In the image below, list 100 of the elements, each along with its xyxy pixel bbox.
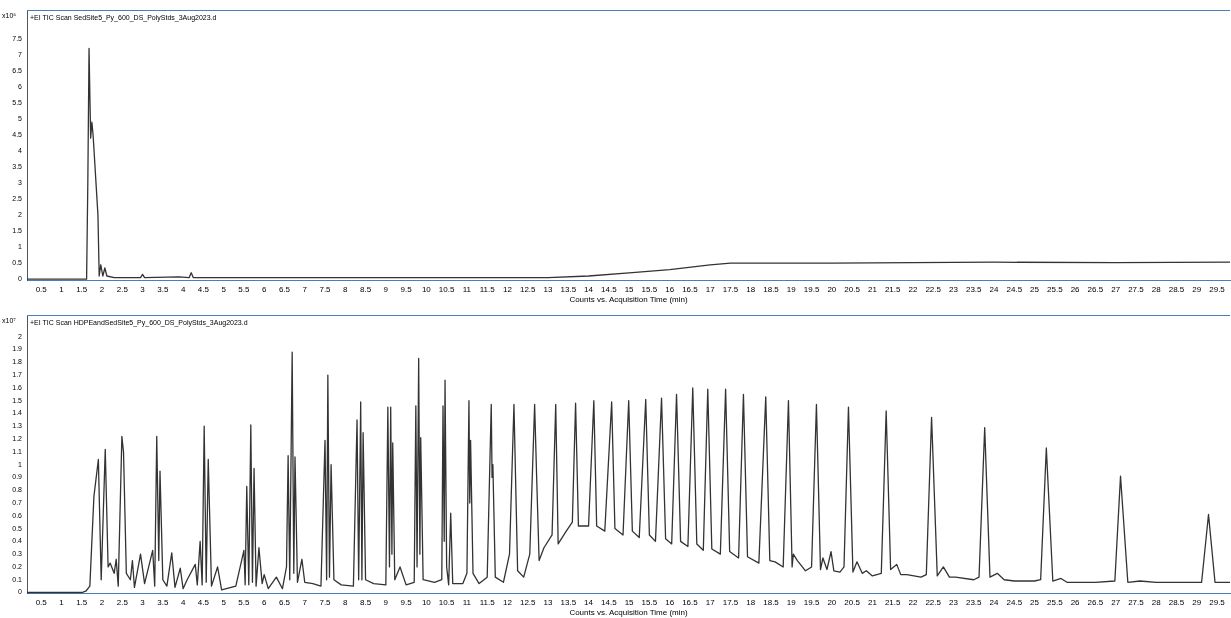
x-tick-label: 13 [543, 597, 554, 607]
x-tick-label: 8.5 [360, 284, 372, 294]
x-tick-label: 3 [140, 284, 146, 294]
x-tick-label: 14 [584, 597, 594, 607]
x-tick-label: 22.5 [925, 284, 942, 294]
x-tick-label: 19.5 [803, 597, 820, 607]
x-tick-label: 1 [59, 597, 65, 607]
x-tick-label: 15.5 [641, 284, 658, 294]
x-tick-label: 17 [705, 284, 716, 294]
x-tick-label: 3.5 [157, 284, 169, 294]
x-tick-label: 8 [343, 597, 349, 607]
x-tick-label: 18 [746, 597, 756, 607]
x-tick-label: 2 [99, 284, 105, 294]
x-tick-label: 13 [543, 284, 554, 294]
x-tick-label: 1 [59, 284, 65, 294]
x-tick-label: 15 [624, 284, 635, 294]
x-tick-label: 7.5 [319, 284, 332, 294]
x-tick-label: 17 [705, 597, 716, 607]
x-tick-label: 14 [584, 284, 594, 294]
x-tick-label: 9 [383, 597, 389, 607]
x-tick-label: 2.5 [116, 284, 129, 294]
x-tick-label: 21 [867, 597, 878, 607]
x-tick-label: 17.5 [722, 597, 739, 607]
x-tick-label: 12.5 [519, 284, 537, 294]
x-tick-label: 26 [1070, 597, 1081, 607]
x-tick-label: 10.5 [438, 597, 455, 607]
x-tick-label: 29 [1192, 284, 1202, 294]
x-tick-label: 26 [1070, 284, 1081, 294]
x-tick-label: 17.5 [722, 284, 739, 294]
x-tick-label: 10.5 [438, 284, 455, 294]
x-tick-label: 21 [867, 284, 878, 294]
x-tick-label: 0.5 [35, 597, 48, 607]
x-tick-label: 7 [302, 597, 308, 607]
x-tick-label: 8.5 [360, 597, 372, 607]
x-tick-label: 12 [503, 597, 513, 607]
x-tick-label: 23 [949, 597, 959, 607]
x-tick-label: 4 [180, 284, 186, 294]
x-tick-label: 1.5 [76, 284, 88, 294]
x-tick-label: 16 [665, 597, 675, 607]
x-tick-label: 22 [908, 597, 918, 607]
x-axis-title: Counts vs. Acquisition Time (min) [569, 608, 688, 618]
x-tick-label: 23 [949, 284, 959, 294]
x-tick-label: 24.5 [1006, 597, 1023, 607]
x-tick-label: 19.5 [803, 284, 820, 294]
x-tick-label: 5 [221, 597, 227, 607]
x-tick-label: 25 [1030, 597, 1040, 607]
x-tick-label: 24 [989, 597, 1000, 607]
x-tick-label: 24.5 [1006, 284, 1023, 294]
x-tick-label: 11 [462, 597, 472, 607]
x-tick-label: 28.5 [1168, 597, 1185, 607]
x-tick-label: 2.5 [116, 597, 129, 607]
x-tick-label: 23.5 [965, 597, 983, 607]
x-tick-label: 26.5 [1087, 597, 1104, 607]
x-tick-label: 28 [1151, 284, 1162, 294]
x-tick-label: 10 [421, 597, 432, 607]
x-tick-label: 28 [1151, 597, 1162, 607]
x-tick-label: 14.5 [601, 597, 618, 607]
x-tick-label: 5.5 [238, 284, 251, 294]
x-tick-label: 7 [302, 284, 308, 294]
x-tick-label: 16.5 [682, 597, 699, 607]
x-tick-label: 26.5 [1087, 284, 1104, 294]
x-tick-label: 13.5 [560, 284, 577, 294]
x-tick-label: 20.5 [844, 597, 861, 607]
x-tick-label: 6 [261, 284, 267, 294]
x-tick-label: 27 [1111, 284, 1121, 294]
x-tick-label: 11.5 [479, 284, 496, 294]
x-tick-label: 10 [421, 284, 432, 294]
x-tick-label: 29 [1192, 597, 1202, 607]
x-tick-label: 2 [99, 597, 105, 607]
x-tick-label: 24 [989, 284, 1000, 294]
x-tick-label: 29.5 [1209, 284, 1226, 294]
x-axis-title: Counts vs. Acquisition Time (min) [569, 295, 688, 305]
x-tick-label: 4.5 [197, 597, 210, 607]
x-tick-label: 11.5 [479, 597, 496, 607]
x-tick-label: 9 [383, 284, 389, 294]
x-tick-label: 6 [261, 597, 267, 607]
x-tick-label: 20 [827, 597, 837, 607]
x-tick-label: 25.5 [1047, 284, 1064, 294]
x-tick-label: 28.5 [1168, 284, 1185, 294]
x-tick-label: 23.5 [965, 284, 983, 294]
x-tick-label: 22 [908, 284, 918, 294]
x-tick-label: 20.5 [844, 284, 861, 294]
x-tick-label: 3.5 [157, 597, 169, 607]
x-tick-label: 7.5 [319, 597, 332, 607]
x-tick-label: 3 [140, 597, 146, 607]
x-tick-label: 25 [1030, 284, 1040, 294]
x-tick-label: 19 [786, 284, 797, 294]
x-tick-label: 16 [665, 284, 675, 294]
x-tick-label: 22.5 [925, 597, 942, 607]
x-tick-label: 27 [1111, 597, 1121, 607]
x-tick-label: 27.5 [1128, 284, 1145, 294]
x-tick-label: 12 [503, 284, 513, 294]
x-tick-label: 9.5 [400, 284, 413, 294]
x-tick-label: 0.5 [35, 284, 48, 294]
x-tick-label: 18 [746, 284, 756, 294]
x-tick-label: 11 [462, 284, 472, 294]
x-tick-label: 29.5 [1209, 597, 1226, 607]
x-tick-label: 8 [343, 284, 349, 294]
x-tick-label: 13.5 [560, 597, 577, 607]
x-tick-label: 15 [624, 597, 635, 607]
